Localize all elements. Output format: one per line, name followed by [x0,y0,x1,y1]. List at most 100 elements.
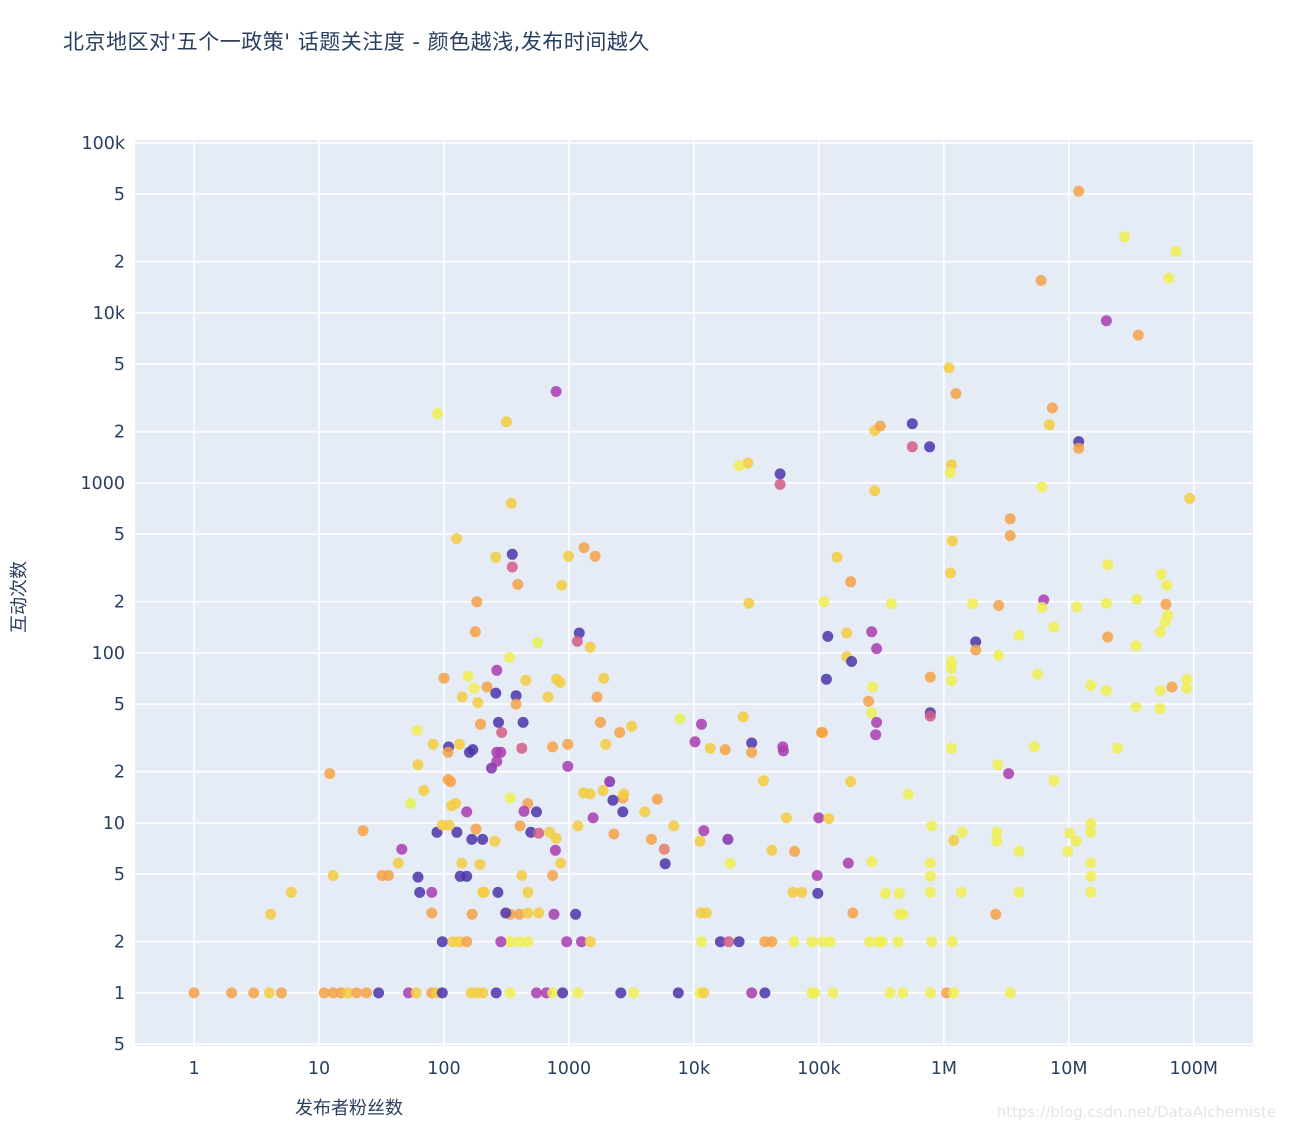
data-point[interactable] [563,550,575,562]
data-point[interactable] [1102,631,1114,643]
data-point[interactable] [584,641,596,653]
data-point[interactable] [766,844,778,856]
data-point[interactable] [550,386,562,397]
data-point[interactable] [863,695,875,707]
data-point[interactable] [562,760,574,772]
data-point[interactable] [591,691,603,703]
data-point[interactable] [1048,621,1060,633]
data-point[interactable] [456,857,468,869]
data-point[interactable] [405,798,416,809]
data-point[interactable] [879,887,891,899]
data-point[interactable] [845,576,857,588]
data-point[interactable] [1155,568,1167,580]
data-point[interactable] [248,987,260,999]
data-point[interactable] [1161,579,1173,591]
data-point[interactable] [704,742,716,754]
data-point[interactable] [842,857,854,869]
data-point[interactable] [733,460,745,472]
data-point[interactable] [426,886,438,898]
data-point[interactable] [617,806,629,818]
data-point[interactable] [733,936,745,948]
data-point[interactable] [504,987,516,999]
data-point[interactable] [589,550,601,562]
data-point[interactable] [427,738,439,750]
data-point[interactable] [946,535,958,547]
data-point[interactable] [694,835,706,847]
data-point[interactable] [285,886,297,898]
data-point[interactable] [1043,419,1055,431]
data-point[interactable] [1004,530,1016,542]
data-point[interactable] [1163,272,1175,284]
data-point[interactable] [481,681,493,693]
data-point[interactable] [520,674,532,686]
data-point[interactable] [698,825,710,837]
data-point[interactable] [477,987,489,999]
data-point[interactable] [500,416,512,428]
data-point[interactable] [517,716,529,728]
data-point[interactable] [924,441,936,453]
data-point[interactable] [522,907,534,919]
data-point[interactable] [824,936,836,948]
data-point[interactable] [628,987,640,999]
data-point[interactable] [1085,679,1097,691]
data-point[interactable] [870,729,882,741]
data-point[interactable] [1154,626,1166,638]
data-point[interactable] [926,820,938,832]
data-point[interactable] [1036,481,1048,493]
data-point[interactable] [412,759,424,771]
data-point[interactable] [991,826,1003,838]
data-point[interactable] [1085,857,1097,869]
data-point[interactable] [584,936,596,948]
data-point[interactable] [1064,827,1076,839]
data-point[interactable] [873,936,884,948]
data-point[interactable] [504,936,516,948]
data-point[interactable] [607,794,619,806]
data-point[interactable] [555,857,567,869]
data-point[interactable] [532,637,543,649]
data-point[interactable] [506,548,518,560]
data-point[interactable] [188,987,200,999]
data-point[interactable] [403,987,414,999]
data-point[interactable] [993,600,1005,611]
data-point[interactable] [547,987,559,999]
data-point[interactable] [639,806,651,818]
data-point[interactable] [572,987,584,999]
data-point[interactable] [475,718,486,730]
data-point[interactable] [943,362,955,374]
data-point[interactable] [438,672,450,684]
data-point[interactable] [1071,601,1083,613]
data-point[interactable] [990,908,1002,920]
data-point[interactable] [351,987,363,999]
data-point[interactable] [831,551,843,563]
data-point[interactable] [674,713,686,725]
data-point[interactable] [743,597,755,609]
data-point[interactable] [597,785,609,796]
data-point[interactable] [806,936,818,948]
data-point[interactable] [1070,835,1082,847]
data-point[interactable] [970,644,982,656]
data-point[interactable] [722,833,734,845]
data-point[interactable] [542,691,554,703]
data-point[interactable] [645,833,657,845]
data-point[interactable] [495,936,507,948]
data-point[interactable] [1013,845,1025,857]
data-point[interactable] [944,567,956,579]
data-point[interactable] [845,776,857,788]
data-point[interactable] [412,871,424,883]
data-point[interactable] [504,792,516,804]
data-point[interactable] [700,907,712,919]
data-point[interactable] [746,987,758,999]
data-point[interactable] [533,827,545,839]
data-point[interactable] [503,652,515,663]
data-point[interactable] [531,987,542,999]
data-point[interactable] [383,870,394,881]
data-point[interactable] [445,776,457,788]
data-point[interactable] [871,716,883,728]
data-point[interactable] [1035,275,1047,286]
data-point[interactable] [626,720,638,732]
data-point[interactable] [554,677,566,688]
data-point[interactable] [426,907,438,919]
data-point[interactable] [823,813,835,825]
data-point[interactable] [1004,513,1016,525]
data-point[interactable] [1119,231,1131,243]
